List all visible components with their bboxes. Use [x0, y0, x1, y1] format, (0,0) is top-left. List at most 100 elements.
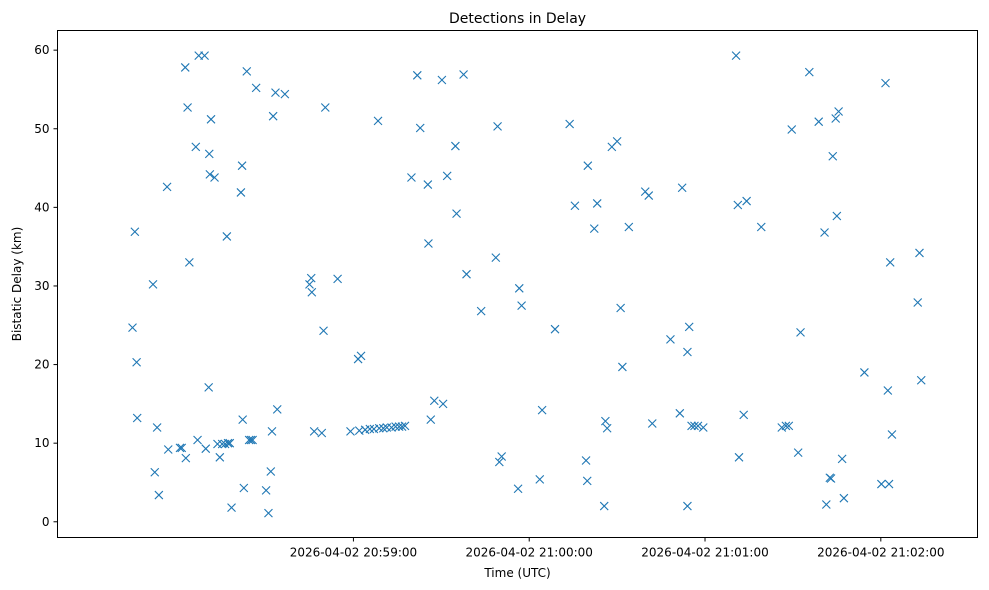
data-point [246, 435, 256, 445]
data-point [132, 357, 141, 367]
data-point [130, 227, 140, 237]
data-point [346, 426, 355, 436]
x-axis-ticks: 2026-04-02 20:59:00 2026-04-02 21:00:00 20… [290, 537, 945, 560]
data-markers [128, 51, 926, 518]
x-tick-label: 2026-04-02 21:00:00 [465, 546, 592, 560]
data-point [831, 114, 841, 123]
data-point [514, 283, 524, 293]
data-point [184, 257, 194, 267]
data-point [210, 173, 219, 182]
data-point [491, 253, 501, 263]
data-point [756, 222, 766, 232]
y-axis-label: Bistatic Delay (km) [10, 227, 24, 342]
data-point [356, 351, 366, 361]
data-point [731, 51, 741, 61]
data-point [213, 439, 222, 449]
data-point [881, 78, 890, 88]
y-tick-label: 30 [34, 279, 49, 293]
data-point [796, 327, 805, 337]
data-point [612, 136, 622, 146]
data-point [683, 501, 692, 511]
data-point [244, 435, 254, 445]
data-point [837, 454, 847, 464]
y-tick-label: 0 [42, 515, 50, 529]
data-point [400, 421, 410, 431]
data-point [242, 66, 252, 76]
data-point [268, 111, 278, 121]
data-point [191, 142, 201, 152]
data-point [391, 422, 401, 432]
data-point [175, 443, 185, 453]
data-point [423, 180, 433, 189]
data-point [205, 169, 215, 179]
data-point [206, 114, 216, 124]
data-point [378, 423, 388, 433]
data-point [599, 501, 609, 511]
data-point [180, 63, 190, 72]
data-point [570, 201, 580, 211]
data-point [201, 444, 211, 454]
data-point [644, 191, 654, 200]
data-point [494, 457, 504, 467]
data-point [877, 479, 886, 489]
data-point [784, 421, 794, 431]
data-point [565, 119, 575, 129]
x-tick-label: 2026-04-02 20:59:00 [290, 546, 417, 560]
data-point [582, 476, 592, 486]
data-point [581, 456, 591, 465]
data-point [306, 273, 316, 283]
data-point [887, 430, 897, 439]
data-point [476, 306, 486, 316]
data-point [177, 443, 187, 453]
plot-frame [57, 30, 978, 538]
data-point [424, 239, 433, 248]
data-point [677, 183, 687, 193]
data-point [616, 303, 626, 313]
data-point [193, 435, 202, 445]
data-point [832, 211, 842, 221]
data-point [517, 301, 526, 311]
data-point [693, 421, 703, 431]
data-point [412, 70, 422, 80]
data-point [493, 122, 502, 131]
data-point [883, 386, 893, 395]
data-point [248, 435, 258, 445]
data-point [238, 415, 248, 424]
data-point [733, 200, 743, 210]
data-point [397, 422, 407, 432]
data-point [162, 182, 172, 192]
data-point [442, 171, 452, 181]
data-point [237, 161, 247, 171]
y-tick-label: 40 [34, 200, 49, 214]
data-point [438, 399, 448, 409]
data-point [264, 508, 273, 518]
data-point [601, 416, 610, 426]
x-axis-label: Time (UTC) [483, 566, 550, 580]
data-point [826, 474, 836, 483]
data-point [734, 452, 744, 462]
data-point [589, 224, 599, 233]
data-point [550, 324, 560, 334]
data-point [225, 438, 235, 448]
data-point [698, 423, 708, 432]
data-point [239, 483, 249, 493]
data-point [452, 209, 461, 219]
data-point [132, 413, 142, 423]
data-point [684, 322, 694, 332]
data-point [333, 274, 342, 284]
data-point [583, 161, 593, 171]
data-point [683, 347, 692, 357]
data-point [307, 287, 317, 297]
data-point [223, 438, 233, 448]
data-point [592, 199, 602, 208]
y-axis-ticks: 0 10 20 30 40 50 60 [34, 43, 58, 529]
data-point [687, 421, 696, 431]
data-point [450, 141, 460, 151]
data-point [204, 382, 214, 392]
data-point [885, 257, 895, 267]
data-point [251, 83, 261, 93]
data-point [624, 222, 634, 232]
data-point [267, 426, 277, 436]
data-point [462, 269, 471, 279]
data-point [820, 228, 829, 237]
